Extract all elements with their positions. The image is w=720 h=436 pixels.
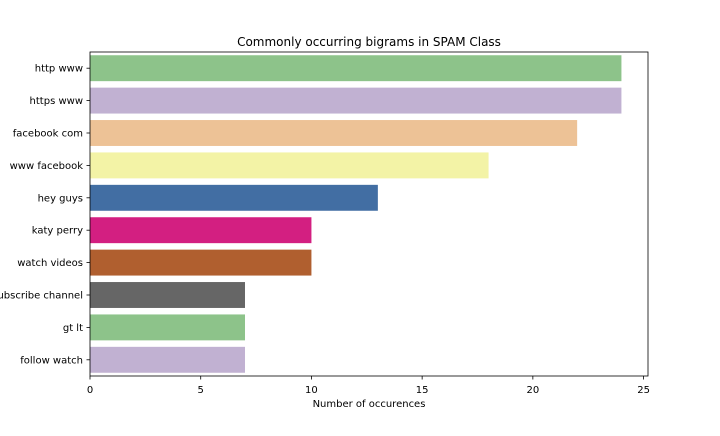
- bar-katy-perry: [90, 217, 312, 244]
- x-axis-label: Number of occurences: [313, 399, 426, 410]
- y-tick-label: follow watch: [20, 355, 83, 366]
- x-axis: 0 5 10 15 20 25: [87, 376, 650, 396]
- x-tick-label: 10: [305, 385, 318, 396]
- bars-layer: [90, 55, 622, 373]
- bar-hey-guys: [90, 184, 378, 211]
- bar-watch-videos: [90, 249, 312, 276]
- y-tick-label: https www: [30, 96, 83, 107]
- y-tick-label: http www: [35, 64, 83, 75]
- y-tick-label: www facebook: [10, 161, 84, 172]
- bar-subscribe-channel: [90, 282, 245, 308]
- x-tick-label: 5: [198, 385, 204, 396]
- x-tick-label: 15: [416, 385, 429, 396]
- chart-title: Commonly occurring bigrams in SPAM Class: [237, 35, 501, 49]
- y-tick-label: facebook com: [13, 129, 83, 140]
- bar-http-www: [90, 55, 622, 82]
- y-tick-label: gt lt: [63, 323, 83, 334]
- y-tick-label: subscribe channel: [0, 291, 83, 302]
- y-tick-label: hey guys: [38, 193, 83, 204]
- bar-https-www: [90, 87, 622, 114]
- x-tick-label: 20: [526, 385, 539, 396]
- bar-follow-watch: [90, 346, 245, 373]
- plot-frame: [89, 51, 649, 377]
- bar-facebook-com: [90, 120, 578, 146]
- y-tick-label: katy perry: [32, 226, 83, 237]
- bar-gt-lt: [90, 314, 245, 341]
- x-tick-label: 0: [87, 385, 93, 396]
- bar-www-facebook: [90, 152, 489, 179]
- y-axis: http www https www facebook com www faceboo…: [0, 64, 90, 366]
- x-tick-label: 25: [637, 385, 650, 396]
- y-tick-label: watch videos: [17, 258, 83, 269]
